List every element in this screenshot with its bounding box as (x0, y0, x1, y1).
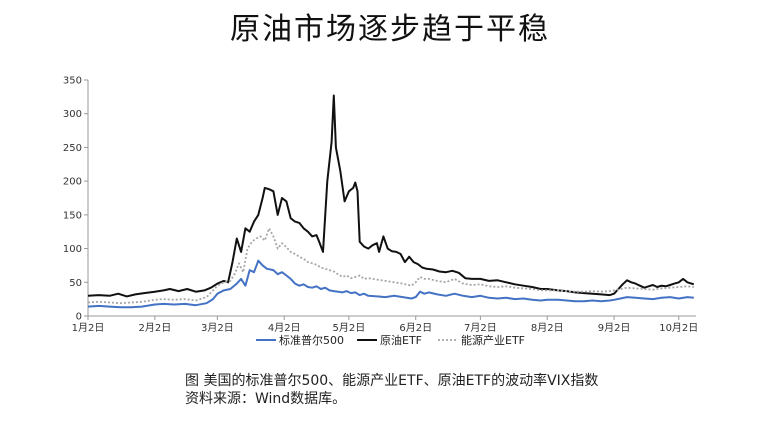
y-tick-label: 50 (69, 278, 82, 289)
x-tick-label: 6月2日 (399, 322, 432, 334)
x-tick-label: 1月2日 (72, 322, 105, 334)
y-tick-label: 100 (63, 244, 82, 255)
series-line-1 (87, 259, 694, 309)
legend-label-3: 能源产业ETF (461, 333, 525, 347)
x-tick-label: 9月2日 (598, 322, 631, 334)
legend-label-2: 原油ETF (380, 333, 422, 347)
x-tick-label: 4月2日 (268, 322, 301, 334)
series-line-3 (87, 227, 694, 305)
y-tick-label: 300 (63, 109, 82, 120)
x-tick-label: 5月2日 (333, 322, 366, 334)
figure-caption: 图 美国的标准普尔500、能源产业ETF、原油ETF的波动率VIX指数 资料来源… (185, 372, 745, 408)
x-tick-label: 10月2日 (659, 322, 698, 334)
series-line-2 (87, 94, 695, 298)
x-tick-label: 2月2日 (138, 322, 171, 334)
y-tick-label: 200 (63, 177, 82, 188)
y-tick-label: 0 (76, 312, 82, 323)
page-title: 原油市场逐步趋于平稳 (230, 12, 550, 47)
chart-panel: 0 50 100 150 200 250 300 350 1月2日 2月2日 3月2日 4月2日 5月… (52, 68, 720, 360)
series-lines (87, 94, 695, 309)
y-tick-label: 350 (63, 76, 82, 87)
legend-label-1: 标准普尔500 (279, 333, 344, 347)
x-axis: 1月2日 2月2日 3月2日 4月2日 5月2日 6月2日 7月2日 8月2日 9月2日 10月2… (72, 315, 698, 334)
y-tick-label: 150 (63, 210, 82, 221)
line-chart: 0 50 100 150 200 250 300 350 1月2日 2月2日 3月2日 4月2日 5月… (63, 76, 698, 348)
caption-line-2: 资料来源：Wind数据库。 (185, 391, 347, 407)
x-tick-label: 8月2日 (531, 322, 564, 334)
caption-line-1: 图 美国的标准普尔500、能源产业ETF、原油ETF的波动率VIX指数 (185, 373, 599, 389)
x-tick-label: 7月2日 (464, 322, 497, 334)
legend: 标准普尔500 原油ETF 能源产业ETF (256, 333, 525, 347)
y-tick-label: 250 (63, 143, 82, 154)
x-tick-label: 3月2日 (201, 322, 234, 334)
y-axis: 0 50 100 150 200 250 300 350 (63, 76, 89, 323)
